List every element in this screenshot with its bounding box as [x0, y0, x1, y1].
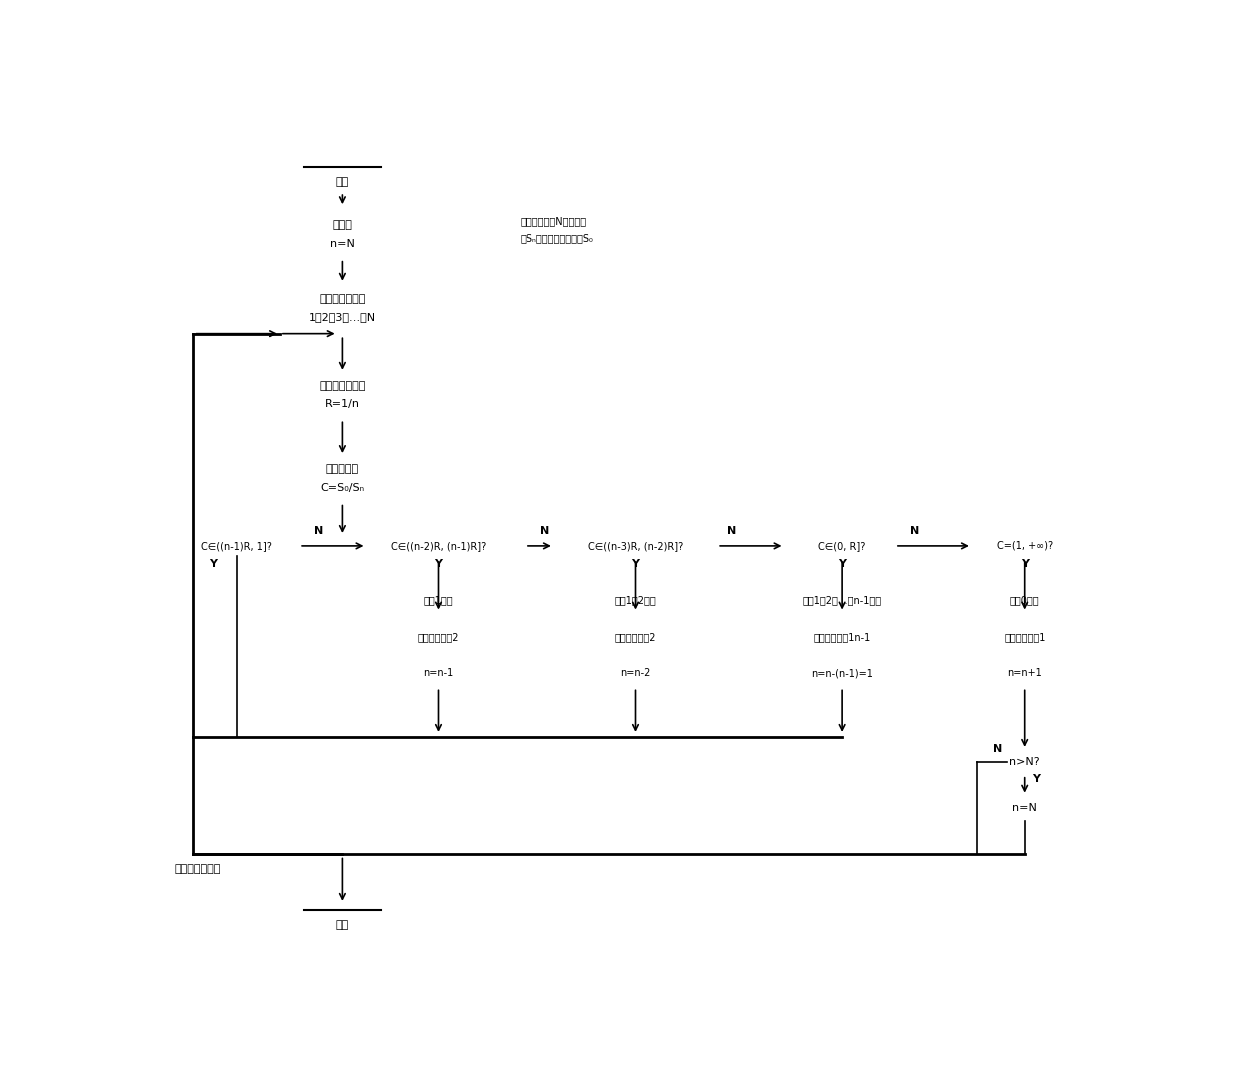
- Text: n=N: n=N: [1012, 803, 1037, 813]
- Text: N: N: [314, 526, 322, 536]
- Text: Y: Y: [838, 559, 846, 570]
- Text: 初始化: 初始化: [332, 221, 352, 230]
- Text: C∈(0, R]?: C∈(0, R]?: [818, 540, 866, 551]
- Text: 模块依次编号：: 模块依次编号：: [319, 294, 366, 304]
- Text: n=n-1: n=n-1: [423, 668, 454, 678]
- Text: Y: Y: [434, 559, 443, 570]
- Text: N: N: [539, 526, 549, 536]
- Text: 开始: 开始: [336, 177, 348, 187]
- Text: 1、2、3、…、N: 1、2、3、…、N: [309, 312, 376, 322]
- Text: n=n+1: n=n+1: [1007, 668, 1042, 678]
- Text: n>N?: n>N?: [1009, 758, 1040, 768]
- Text: n=n-2: n=n-2: [620, 668, 651, 678]
- Text: 模块1解列: 模块1解列: [424, 595, 454, 605]
- Text: 各模块编号加1: 各模块编号加1: [1004, 632, 1045, 642]
- Text: 量Sₙ、输出补偿容量为S₀: 量Sₙ、输出补偿容量为S₀: [521, 232, 593, 243]
- Text: 模块1、2、…、n-1解列: 模块1、2、…、n-1解列: [802, 595, 882, 605]
- Text: Y: Y: [1032, 774, 1040, 784]
- Text: N: N: [993, 744, 1002, 755]
- Text: 计算容量分配率: 计算容量分配率: [319, 382, 366, 391]
- Text: 下一个控制周期: 下一个控制周期: [174, 864, 221, 873]
- Text: C∈((n-1)R, 1]?: C∈((n-1)R, 1]?: [201, 540, 272, 551]
- Text: 各模块编号共2: 各模块编号共2: [615, 632, 656, 642]
- Text: C∈((n-2)R, (n-1)R]?: C∈((n-2)R, (n-1)R]?: [391, 540, 486, 551]
- Text: 各模块编号共2: 各模块编号共2: [418, 632, 459, 642]
- Text: Y: Y: [631, 559, 640, 570]
- Text: Y: Y: [1021, 559, 1029, 570]
- Text: R=1/n: R=1/n: [325, 399, 360, 410]
- Text: C=S₀/Sₙ: C=S₀/Sₙ: [320, 482, 365, 493]
- Text: 各模块编号共1n-1: 各模块编号共1n-1: [813, 632, 870, 642]
- Text: Y: Y: [208, 559, 217, 570]
- Text: 模块0并列: 模块0并列: [1009, 595, 1039, 605]
- Text: 结束: 结束: [336, 920, 348, 930]
- Text: 功率模块总数N、额定容: 功率模块总数N、额定容: [521, 216, 587, 226]
- Text: n=N: n=N: [330, 239, 355, 249]
- Text: N: N: [910, 526, 919, 536]
- Text: n=n-(n-1)=1: n=n-(n-1)=1: [811, 668, 873, 678]
- Text: 计算补偿率: 计算补偿率: [326, 465, 358, 475]
- Text: 模块1、2解列: 模块1、2解列: [615, 595, 656, 605]
- Text: C∈((n-3)R, (n-2)R]?: C∈((n-3)R, (n-2)R]?: [588, 540, 683, 551]
- Text: N: N: [727, 526, 737, 536]
- Text: C=(1, +∞)?: C=(1, +∞)?: [997, 540, 1053, 551]
